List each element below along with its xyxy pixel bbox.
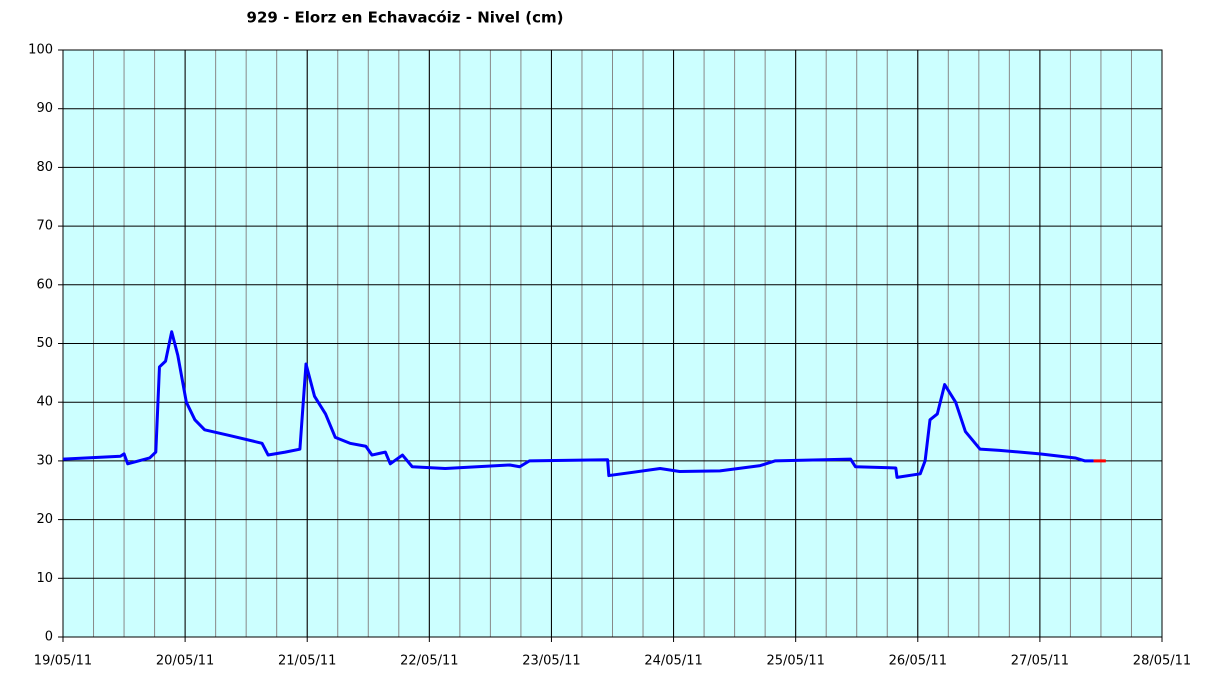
data-line <box>62 330 1094 479</box>
x-tick-label: 24/05/11 <box>644 654 702 669</box>
x-tick-label: 23/05/11 <box>522 654 580 669</box>
y-tick-label: 100 <box>28 43 53 58</box>
y-tick-label: 0 <box>45 630 53 645</box>
y-tick-label: 10 <box>36 571 53 586</box>
y-tick-label: 40 <box>36 395 53 410</box>
y-tick-label: 50 <box>36 336 53 351</box>
y-tick-label: 60 <box>36 277 53 292</box>
x-tick-label: 19/05/11 <box>34 654 92 669</box>
y-tick-label: 70 <box>36 219 53 234</box>
chart-title: 929 - Elorz en Echavacóiz - Nivel (cm) <box>247 9 564 27</box>
y-tick-label: 90 <box>36 101 53 116</box>
x-tick-label: 28/05/11 <box>1133 654 1191 669</box>
plot-border <box>62 49 1163 638</box>
x-tick-label: 22/05/11 <box>400 654 458 669</box>
x-tick-label: 25/05/11 <box>766 654 824 669</box>
x-tick-label: 27/05/11 <box>1011 654 1069 669</box>
x-tick-label: 20/05/11 <box>156 654 214 669</box>
x-tick-label: 21/05/11 <box>278 654 336 669</box>
y-tick-label: 80 <box>36 160 53 175</box>
y-tick-label: 20 <box>36 512 53 527</box>
y-tick-label: 30 <box>36 453 53 468</box>
x-tick-label: 26/05/11 <box>889 654 947 669</box>
